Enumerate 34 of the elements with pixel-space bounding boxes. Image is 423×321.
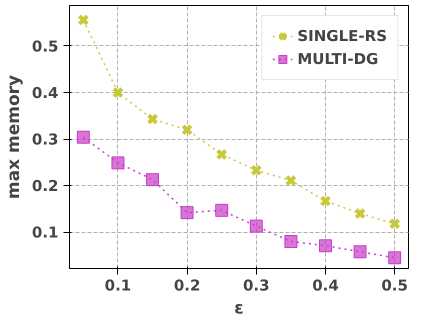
point xyxy=(388,251,402,264)
x-tick-label: 0.2 xyxy=(174,276,200,294)
point xyxy=(111,156,124,170)
point xyxy=(216,148,228,160)
x-axis-title: ε xyxy=(234,298,244,318)
point xyxy=(354,245,367,258)
point xyxy=(250,164,262,176)
point xyxy=(354,208,366,220)
point xyxy=(77,14,90,26)
point xyxy=(318,239,332,252)
legend-label: MULTI-DG xyxy=(297,50,378,68)
y-tick-label: 0.5 xyxy=(32,37,59,56)
y-axis-title: max memory xyxy=(4,74,24,200)
y-tick-label: 0.4 xyxy=(32,84,59,102)
point xyxy=(285,174,297,186)
point xyxy=(215,204,228,217)
x-tick-label: 0.1 xyxy=(104,276,132,294)
y-tick-label: 0.1 xyxy=(32,224,59,242)
point xyxy=(146,113,158,125)
point xyxy=(112,86,124,98)
point xyxy=(250,220,263,233)
point xyxy=(284,235,298,248)
x-tick-label: 0.5 xyxy=(381,276,408,294)
x-tick-label: 0.4 xyxy=(312,276,339,294)
point xyxy=(320,195,332,207)
point xyxy=(388,218,401,230)
point xyxy=(146,173,160,186)
x-tick-label: 0.3 xyxy=(243,276,270,294)
legend-label: SINGLE-RS xyxy=(297,27,387,45)
y-tick-label: 0.2 xyxy=(32,177,59,196)
point xyxy=(181,124,193,136)
point xyxy=(76,130,90,144)
y-tick-label: 0.3 xyxy=(32,130,59,149)
point xyxy=(180,206,194,220)
